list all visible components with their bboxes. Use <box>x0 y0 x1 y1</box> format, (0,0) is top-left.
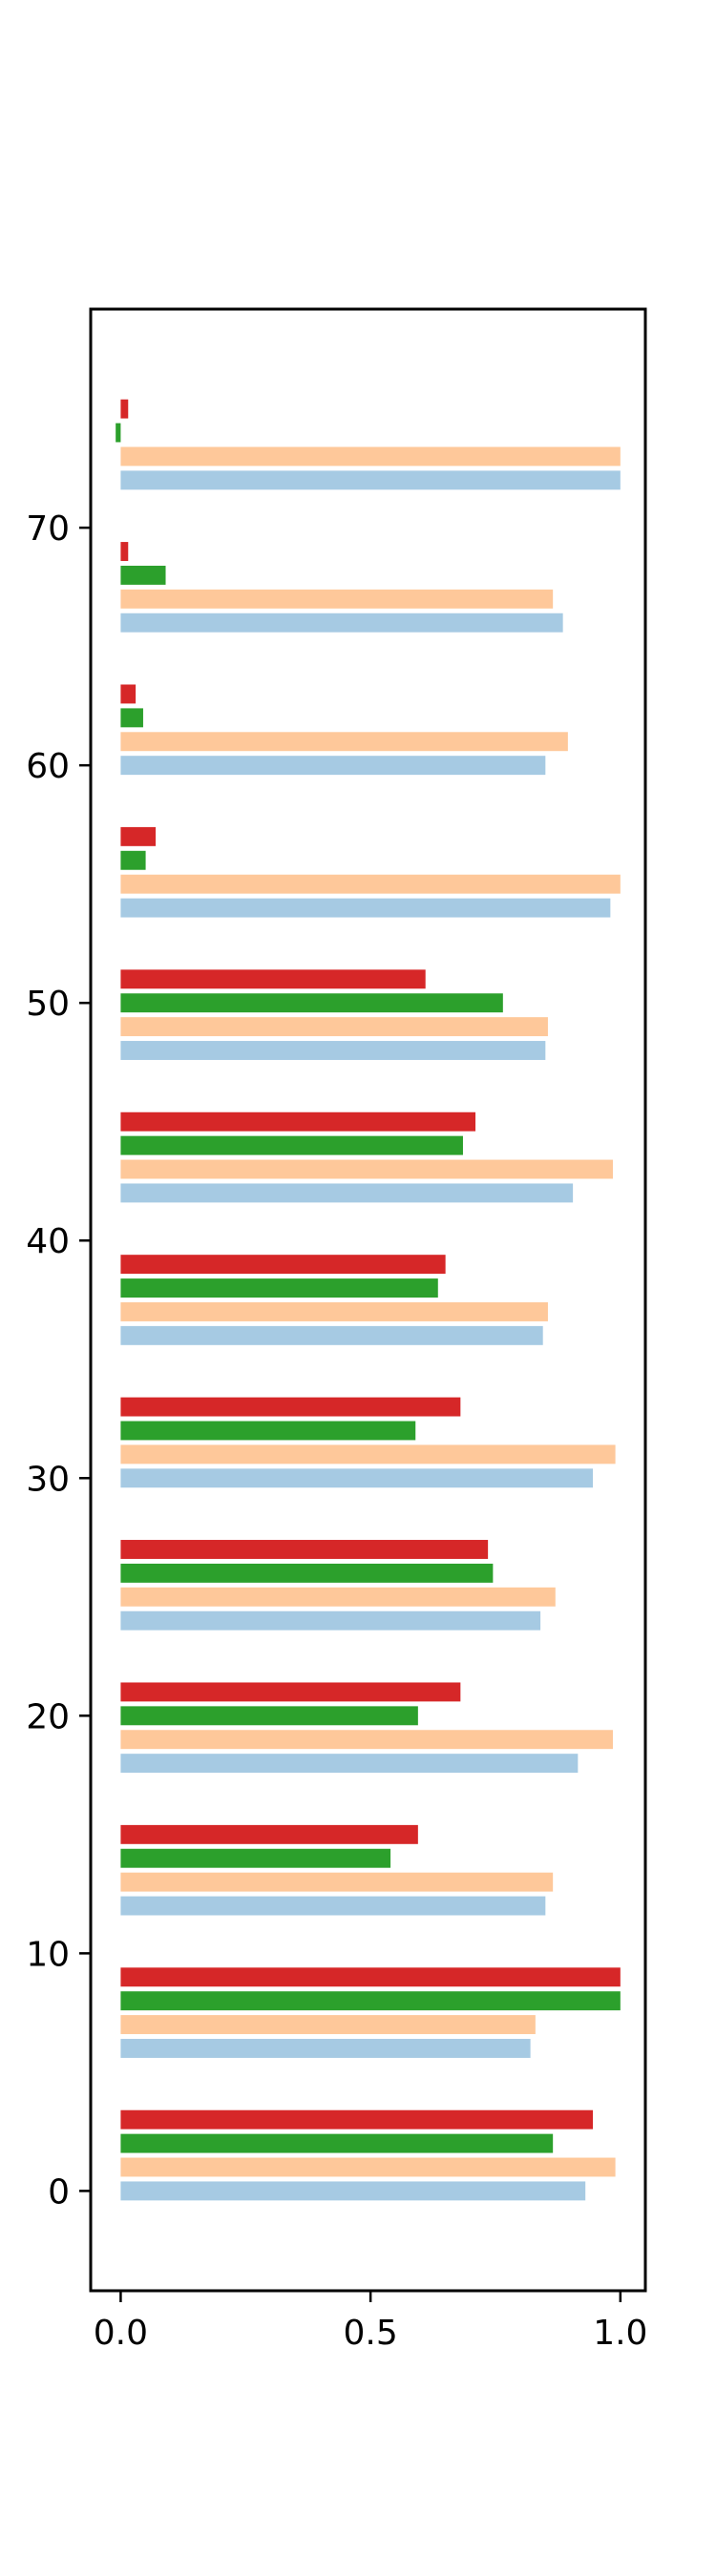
bar-s1-g13 <box>120 470 621 490</box>
bar-s4-g11 <box>120 684 137 704</box>
bar-s2-g13 <box>120 447 621 467</box>
bar-s3-g12 <box>120 565 166 585</box>
y-tick-label-3: 20 <box>26 1697 70 1736</box>
bar-s3-g1 <box>120 2133 554 2153</box>
bar-s3-g7 <box>120 1278 438 1298</box>
bar-s3-g8 <box>120 1135 463 1155</box>
y-tick-label-1: 0 <box>48 2172 70 2212</box>
bar-s3-g3 <box>120 1848 391 1868</box>
x-axis-ticks: 0.0 0.5 1.0 <box>94 2291 647 2353</box>
bar-s1-g8 <box>120 1183 574 1203</box>
bar-s2-g12 <box>120 589 554 609</box>
bar-s1-g7 <box>120 1325 543 1345</box>
x-tick-label-3: 1.0 <box>593 2314 647 2353</box>
y-tick-label-8: 70 <box>26 509 70 549</box>
bar-s2-g6 <box>120 1444 616 1465</box>
bar-s2-g2 <box>120 2015 536 2035</box>
bar-s3-g4 <box>120 1706 418 1726</box>
bar-s2-g8 <box>120 1159 613 1179</box>
bar-s1-g6 <box>120 1468 594 1488</box>
bar-s2-g3 <box>120 1872 554 1892</box>
bar-s3-g11 <box>120 708 143 728</box>
bar-s2-g10 <box>120 874 621 894</box>
bar-s3-g9 <box>120 993 503 1013</box>
bar-s1-g1 <box>120 2181 586 2201</box>
x-tick-label-1: 0.0 <box>94 2314 148 2353</box>
bar-s1-g3 <box>120 1896 546 1916</box>
bar-s4-g3 <box>120 1824 418 1844</box>
bar-s3-g6 <box>120 1421 416 1441</box>
bar-s1-g9 <box>120 1041 546 1060</box>
x-tick-label-2: 0.5 <box>343 2314 397 2353</box>
bar-s4-g2 <box>120 1967 621 1987</box>
bar-s4-g1 <box>120 2109 594 2129</box>
bar-s2-g1 <box>120 2157 616 2177</box>
bar-s1-g2 <box>120 2039 531 2058</box>
y-axis-ticks: 0 10 20 30 40 50 60 70 <box>26 509 91 2212</box>
bar-s4-g8 <box>120 1111 476 1132</box>
bar-s4-g9 <box>120 969 426 989</box>
bar-s3-g10 <box>120 850 146 870</box>
y-tick-label-4: 30 <box>26 1460 70 1499</box>
bar-s4-g10 <box>120 826 157 846</box>
y-tick-label-6: 50 <box>26 985 70 1024</box>
bar-s4-g12 <box>120 542 129 561</box>
y-tick-label-7: 60 <box>26 747 70 786</box>
bar-s4-g4 <box>120 1682 461 1702</box>
bar-s2-g7 <box>120 1301 548 1321</box>
bar-s1-g11 <box>120 756 546 776</box>
y-tick-label-2: 10 <box>26 1935 70 1974</box>
bar-s2-g9 <box>120 1017 548 1037</box>
bar-s1-g12 <box>120 613 563 633</box>
bar-s1-g5 <box>120 1610 541 1631</box>
bar-s1-g10 <box>120 898 611 918</box>
bar-s2-g4 <box>120 1730 613 1750</box>
bar-s4-g6 <box>120 1397 461 1417</box>
bar-s3-g2 <box>120 1991 621 2011</box>
bar-s2-g5 <box>120 1587 556 1607</box>
bar-s4-g5 <box>120 1540 489 1559</box>
bar-s1-g4 <box>120 1754 579 1774</box>
bar-s3-g5 <box>120 1563 494 1583</box>
bars-layer <box>116 399 621 2201</box>
bar-s2-g11 <box>120 732 568 752</box>
bar-s4-g13 <box>120 399 129 419</box>
y-tick-label-5: 40 <box>26 1222 70 1261</box>
axes-frame <box>89 307 647 2293</box>
bar-s4-g7 <box>120 1255 446 1275</box>
bar-s3-g13 <box>116 423 121 443</box>
